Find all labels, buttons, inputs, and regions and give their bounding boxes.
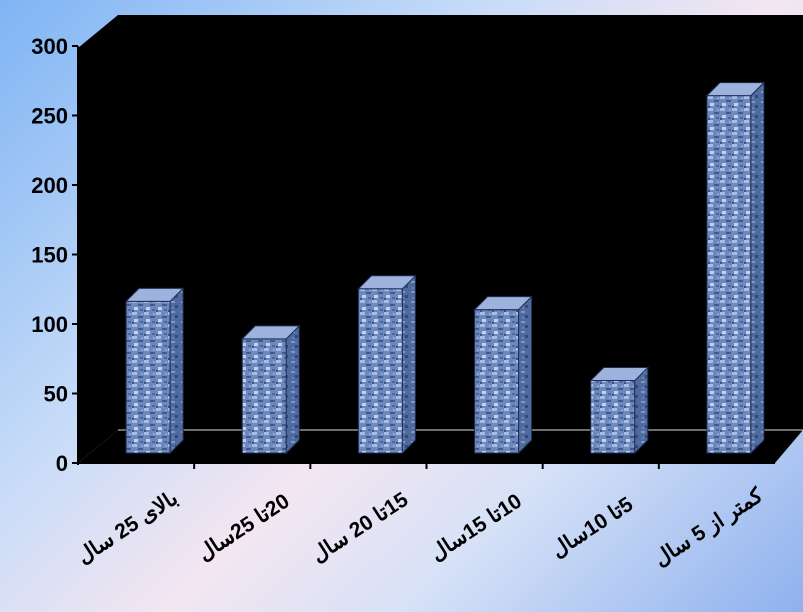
x-category-label: 20تا 25سال xyxy=(194,490,294,566)
bar-side xyxy=(285,324,300,455)
bar-top xyxy=(241,325,301,340)
x-category-label: بالای 25 سال xyxy=(73,487,182,569)
bar-side xyxy=(634,366,649,455)
bar-top xyxy=(357,275,417,290)
bar xyxy=(124,287,185,455)
bar-side xyxy=(518,295,533,455)
y-tick-label: 150 xyxy=(31,243,68,268)
bars xyxy=(124,81,766,455)
bar-front xyxy=(241,338,287,454)
bar-top xyxy=(589,367,649,382)
bar-top xyxy=(473,296,533,311)
bar xyxy=(357,274,417,455)
x-category-label: 10تا 15سال xyxy=(426,490,526,566)
bar-side xyxy=(401,274,416,455)
bar xyxy=(705,81,766,455)
x-category-label: 15تا 20 سال xyxy=(308,488,413,567)
bar-top xyxy=(705,82,766,97)
y-tick-label: 250 xyxy=(31,104,68,129)
x-category-label: 5تا 10سال xyxy=(547,493,637,563)
bar-front xyxy=(125,300,171,454)
y-tick-label: 100 xyxy=(31,312,68,337)
y-ticks: 0 50 100 150 200 250 300 xyxy=(31,34,78,476)
bar-front xyxy=(590,380,636,454)
bar-side xyxy=(750,81,765,455)
y-tick-label: 300 xyxy=(31,34,68,59)
x-category-label: کمتر از 5 سال xyxy=(650,483,768,571)
bar xyxy=(589,366,649,455)
y-tick-label: 50 xyxy=(44,382,68,407)
y-tick-label: 200 xyxy=(31,173,68,198)
bar-front xyxy=(357,288,403,454)
plot-floor xyxy=(78,430,803,463)
bar-side xyxy=(169,287,184,455)
bar xyxy=(241,324,301,455)
plot-side-wall xyxy=(78,15,118,463)
bar-front xyxy=(474,309,520,454)
plot-back-wall xyxy=(118,15,803,430)
y-tick-label: 0 xyxy=(56,451,68,476)
bar xyxy=(473,295,533,455)
x-ticks xyxy=(193,463,660,469)
bar-front xyxy=(706,95,752,454)
bar-top xyxy=(124,287,185,302)
